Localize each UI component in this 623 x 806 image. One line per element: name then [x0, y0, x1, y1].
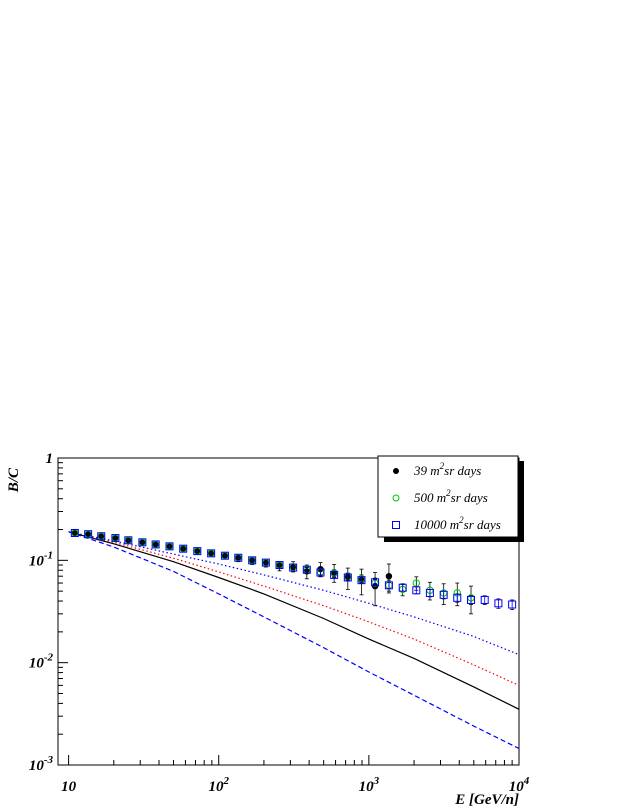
data-point: [453, 593, 462, 602]
data-point: [398, 583, 407, 592]
data-point: [467, 595, 476, 604]
legend-marker: [392, 521, 400, 529]
data-point: [385, 572, 393, 580]
data-point: [234, 553, 243, 562]
data-point: [84, 530, 93, 539]
model-curve-1: [68, 531, 520, 656]
data-point: [124, 536, 133, 545]
data-point: [151, 540, 160, 549]
data-point: [439, 590, 448, 599]
data-point: [384, 581, 393, 590]
data-point: [302, 565, 311, 574]
data-point: [330, 570, 339, 579]
legend-marker: [393, 468, 399, 474]
data-point: [70, 528, 79, 537]
plot-frame: [57, 457, 520, 766]
data-point: [220, 551, 229, 560]
x-tick-label: 104: [509, 775, 530, 795]
legend-label: 39 m2sr days: [413, 461, 481, 478]
y-tick-label: 10-2: [29, 652, 54, 672]
data-point: [193, 547, 202, 556]
series-1: [71, 529, 393, 607]
data-point: [508, 600, 517, 609]
data-point: [261, 558, 270, 567]
axis-ticks: [58, 457, 520, 766]
x-axis-title: E [GeV/n]: [454, 792, 519, 806]
model-curve-3: [68, 531, 520, 710]
data-point: [111, 534, 120, 543]
legend: 39 m2sr days 500 m2sr days 10000 m2sr days: [377, 455, 524, 542]
model-curve-4: [68, 531, 520, 750]
data-point: [412, 586, 421, 595]
data-point: [179, 544, 188, 553]
data-point: [207, 549, 216, 558]
data-point: [357, 576, 366, 585]
legend-label: 10000 m2sr days: [414, 515, 501, 532]
x-tick-label: 103: [359, 775, 380, 795]
data-point: [425, 588, 434, 597]
x-tick-label: 10: [61, 779, 77, 795]
data-point: [97, 532, 106, 541]
legend-box: [377, 455, 519, 538]
legend-label: 500 m2sr days: [414, 488, 488, 505]
data-point: [289, 563, 298, 572]
legend-marker: [392, 494, 400, 502]
y-tick-label: 10-1: [29, 549, 53, 569]
data-point: [371, 578, 380, 587]
data-point: [165, 542, 174, 551]
data-point: [138, 538, 147, 547]
y-tick-label: 1: [46, 451, 54, 467]
tick-labels: 10 102 103 104 1 10-1 10-2 10-3: [29, 451, 530, 795]
data-point: [316, 568, 325, 577]
y-axis-title: B/C: [6, 467, 22, 493]
y-tick-label: 10-3: [29, 754, 54, 774]
data-point: [412, 579, 421, 587]
x-tick-label: 102: [208, 775, 229, 795]
model-curve-2: [68, 531, 520, 686]
data-point: [480, 595, 489, 604]
data-point: [343, 573, 352, 582]
data-point: [494, 599, 503, 608]
data-series: [70, 528, 517, 615]
series-3: [70, 528, 517, 611]
model-curves: [68, 531, 520, 750]
data-point: [248, 556, 257, 565]
data-point: [275, 561, 284, 570]
